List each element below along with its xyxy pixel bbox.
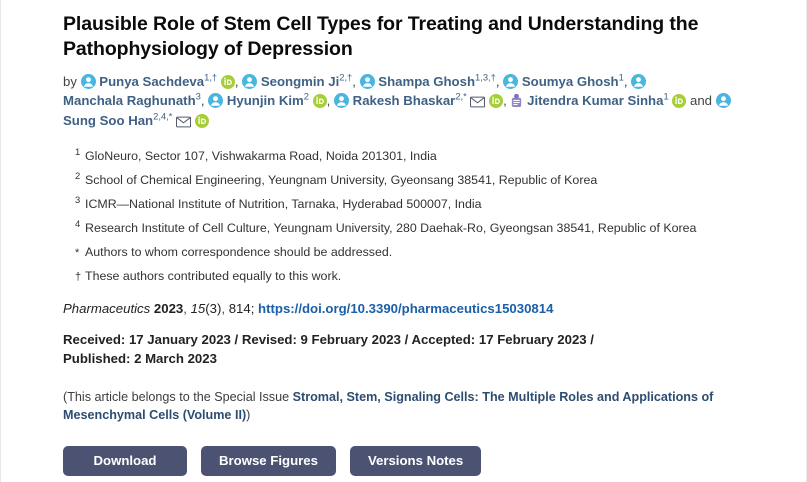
citation-line: Pharmaceutics 2023, 15(3), 814; https://… [63, 301, 554, 316]
person-icon [208, 93, 224, 108]
affiliation-list: 1 GloNeuro, Sector 107, Vishwakarma Road,… [63, 145, 756, 236]
author-separator: , [352, 73, 360, 89]
profile-icon [510, 93, 523, 108]
author-affiliation-marker: 2,† [339, 71, 353, 83]
action-button-row: Download Browse Figures Versions Notes [63, 446, 756, 476]
author-entry: Sung Soo Han2,4,* [63, 93, 731, 128]
author-entry: Shampa Ghosh1,3,† [359, 71, 496, 89]
author-affiliation-marker: 1 [663, 90, 669, 102]
author-affiliation-marker: 2,4,* [153, 110, 173, 122]
author-entry: Seongmin Ji2,† [242, 71, 353, 89]
author-affiliation-marker: 1,† [204, 71, 218, 83]
author-list: by Punya Sachdeva1,† , Seongmin Ji2,†, S… [63, 72, 756, 131]
author-name-link[interactable]: Seongmin Ji [260, 73, 340, 89]
affiliation-text: GloNeuro, Sector 107, Vishwakarma Road, … [85, 149, 437, 163]
author-name-link[interactable]: Punya Sachdeva [99, 73, 205, 89]
affiliation-text: ICMR—National Institute of Nutrition, Ta… [85, 197, 482, 211]
author-entry: Punya Sachdeva1,† [80, 71, 235, 89]
special-issue-lead: (This article belongs to the Special Iss… [63, 390, 293, 404]
author-entry: Jitendra Kumar Sinha1 [510, 90, 687, 108]
author-separator: , [495, 73, 504, 89]
author-separator: , [200, 93, 209, 108]
author-separator: , [623, 73, 632, 89]
orcid-icon[interactable] [312, 94, 327, 108]
person-icon [359, 73, 375, 89]
doi-link[interactable]: https://doi.org/10.3390/pharmaceutics150… [258, 301, 554, 316]
person-icon [631, 73, 647, 89]
author-affiliation-marker: 2,* [455, 90, 467, 102]
author-name-link[interactable]: Jitendra Kumar Sinha [527, 93, 664, 108]
citation-separator: ; [250, 301, 259, 316]
orcid-icon[interactable] [220, 74, 235, 89]
special-issue-note: (This article belongs to the Special Iss… [63, 388, 756, 424]
author-name-link[interactable]: Rakesh Bhaskar [352, 93, 456, 108]
author-separator: , [326, 93, 334, 108]
browse-figures-button[interactable]: Browse Figures [201, 446, 336, 476]
citation-year: 2023 [153, 301, 184, 316]
affiliation-item: 4 Research Institute of Cell Culture, Yeu… [75, 217, 697, 235]
author-name-link[interactable]: Sung Soo Han [63, 112, 154, 128]
footnote-text: These authors contributed equally to thi… [85, 269, 342, 283]
history-line-2: Published: 2 March 2023 [63, 351, 217, 366]
email-icon[interactable] [470, 96, 486, 108]
author-entry: Hyunjin Kim2 [208, 90, 327, 108]
author-name-link[interactable]: Soumya Ghosh [521, 73, 619, 89]
and-label: and [686, 93, 716, 108]
download-button[interactable]: Download [63, 446, 187, 476]
person-icon [242, 73, 258, 89]
author-entry: Manchala Raghunath3 [63, 73, 647, 108]
citation-volume: 15 [190, 301, 206, 316]
article-title: Plausible Role of Stem Cell Types for Tr… [63, 13, 699, 60]
footnote-list: * Authors to whom correspondence should b… [63, 244, 756, 284]
footnote-text: Authors to whom correspondence should be… [85, 245, 393, 259]
affiliation-text: School of Chemical Engineering, Yeungnam… [85, 173, 598, 187]
author-affiliation-marker: 3 [195, 90, 201, 102]
email-icon[interactable] [176, 116, 192, 128]
by-label: by [63, 73, 77, 89]
orcid-icon[interactable] [672, 94, 687, 108]
special-issue-link[interactable]: Stromal, Stem, Signaling Cells: The Mult… [63, 390, 714, 422]
orcid-icon[interactable] [489, 94, 504, 108]
person-icon [334, 93, 349, 108]
history-line-1: Received: 17 January 2023 / Revised: 9 F… [63, 332, 594, 347]
citation-issue: (3) [205, 301, 222, 316]
author-separator: , [503, 93, 511, 108]
author-affiliation-marker: 1,3,† [475, 71, 496, 83]
versions-notes-button[interactable]: Versions Notes [349, 446, 482, 476]
affiliation-item: 2 School of Chemical Engineering, Yeungna… [75, 169, 598, 187]
author-name-link[interactable]: Manchala Raghunath [63, 93, 196, 108]
special-issue-trail: ) [246, 408, 251, 422]
author-entry: Rakesh Bhaskar2,* [334, 90, 504, 108]
author-separator: , [234, 73, 243, 89]
author-entry: Soumya Ghosh1 [503, 71, 624, 89]
author-affiliation-marker: 2 [303, 90, 309, 102]
person-icon [503, 73, 519, 89]
author-name-link[interactable]: Hyunjin Kim [226, 93, 304, 108]
person-icon [80, 73, 96, 89]
author-affiliation-marker: 1 [618, 71, 624, 83]
affiliation-item: 1 GloNeuro, Sector 107, Vishwakarma Road,… [75, 145, 437, 163]
person-icon [715, 93, 731, 108]
author-name-link[interactable]: Shampa Ghosh [378, 73, 476, 89]
footnote-item: * Authors to whom correspondence should b… [75, 245, 393, 259]
affiliation-text: Research Institute of Cell Culture, Yeun… [85, 221, 697, 235]
affiliation-item: 3 ICMR—National Institute of Nutrition, T… [75, 193, 482, 211]
footnote-item: † These authors contributed equally to th… [75, 269, 342, 283]
journal-name: Pharmaceutics [63, 301, 151, 316]
publication-history: Received: 17 January 2023 / Revised: 9 F… [63, 330, 683, 368]
citation-article-number: 814 [228, 301, 251, 316]
orcid-icon[interactable] [194, 113, 209, 128]
